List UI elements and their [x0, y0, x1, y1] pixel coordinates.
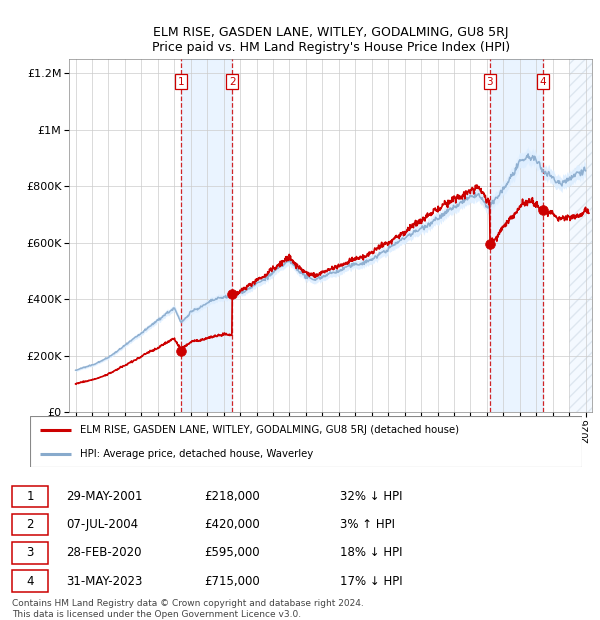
- Bar: [569, 59, 592, 412]
- Text: 29-MAY-2001: 29-MAY-2001: [67, 490, 143, 503]
- FancyBboxPatch shape: [12, 485, 49, 507]
- Text: 17% ↓ HPI: 17% ↓ HPI: [340, 575, 403, 588]
- Text: HPI: Average price, detached house, Waverley: HPI: Average price, detached house, Wave…: [80, 449, 313, 459]
- Text: Contains HM Land Registry data © Crown copyright and database right 2024.
This d: Contains HM Land Registry data © Crown c…: [12, 600, 364, 619]
- Text: ELM RISE, GASDEN LANE, WITLEY, GODALMING, GU8 5RJ (detached house): ELM RISE, GASDEN LANE, WITLEY, GODALMING…: [80, 425, 459, 435]
- Text: 07-JUL-2004: 07-JUL-2004: [67, 518, 139, 531]
- Text: £420,000: £420,000: [205, 518, 260, 531]
- Text: 2: 2: [229, 77, 236, 87]
- Text: 3% ↑ HPI: 3% ↑ HPI: [340, 518, 395, 531]
- Text: 31-MAY-2023: 31-MAY-2023: [67, 575, 143, 588]
- Bar: [181, 59, 232, 412]
- Text: £715,000: £715,000: [205, 575, 260, 588]
- Bar: [490, 59, 543, 412]
- Text: 2: 2: [26, 518, 34, 531]
- Text: 1: 1: [178, 77, 184, 87]
- Text: 3: 3: [487, 77, 493, 87]
- Text: 1: 1: [26, 490, 34, 503]
- Text: 4: 4: [540, 77, 547, 87]
- Text: £595,000: £595,000: [205, 546, 260, 559]
- Text: 4: 4: [26, 575, 34, 588]
- FancyBboxPatch shape: [12, 542, 49, 564]
- Text: 18% ↓ HPI: 18% ↓ HPI: [340, 546, 403, 559]
- Text: £218,000: £218,000: [205, 490, 260, 503]
- Text: 3: 3: [26, 546, 34, 559]
- FancyBboxPatch shape: [12, 514, 49, 536]
- Text: 32% ↓ HPI: 32% ↓ HPI: [340, 490, 403, 503]
- Title: ELM RISE, GASDEN LANE, WITLEY, GODALMING, GU8 5RJ
Price paid vs. HM Land Registr: ELM RISE, GASDEN LANE, WITLEY, GODALMING…: [152, 25, 509, 53]
- FancyBboxPatch shape: [12, 570, 49, 592]
- Text: 28-FEB-2020: 28-FEB-2020: [67, 546, 142, 559]
